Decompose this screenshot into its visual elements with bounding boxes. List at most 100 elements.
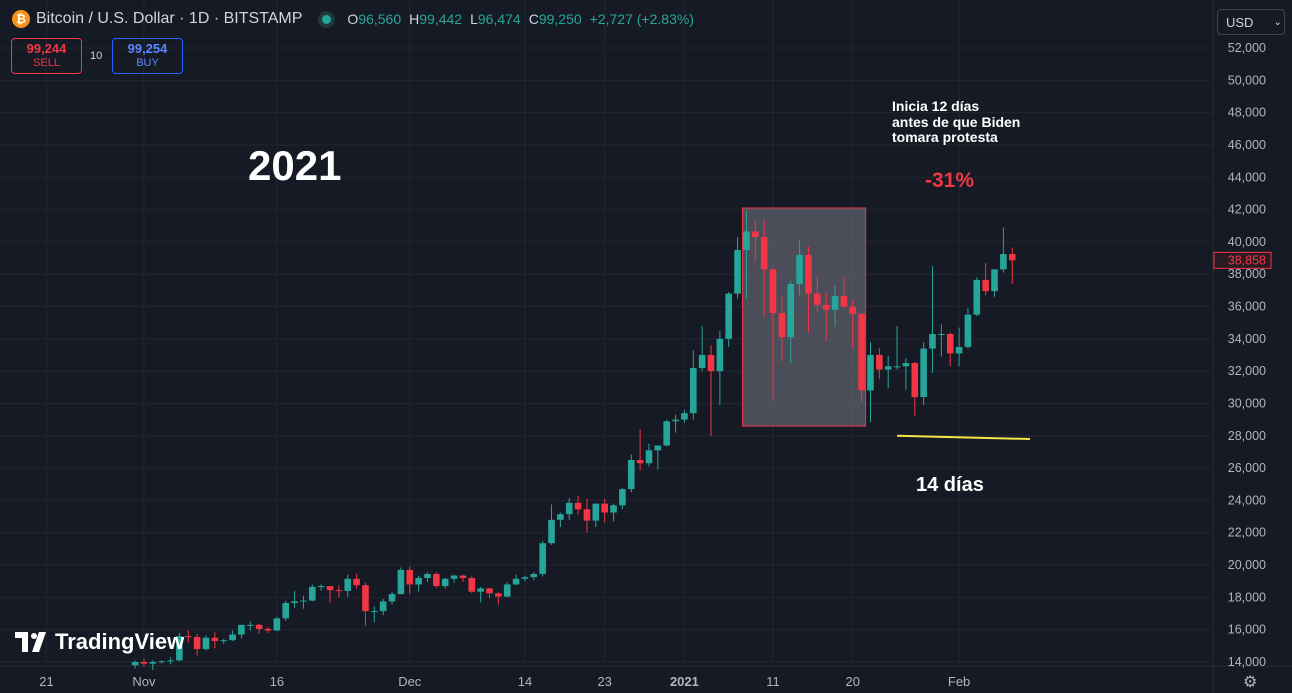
time-tick-label: 14	[518, 674, 532, 689]
candle	[158, 660, 165, 664]
candle-body	[273, 618, 281, 631]
candle	[796, 240, 803, 296]
price-tick-label: 40,000	[1228, 235, 1266, 249]
spread-value: 10	[90, 50, 103, 62]
time-tick-label: 11	[766, 674, 780, 689]
candle-body	[707, 355, 715, 372]
candle-body	[876, 355, 883, 370]
candle-body	[592, 503, 600, 521]
chart-header: ₿ Bitcoin / U.S. Dollar · 1D · BITSTAMP …	[12, 10, 694, 28]
candle	[752, 220, 759, 262]
candle-body	[229, 634, 236, 641]
candle-body	[415, 577, 422, 585]
price-tick-label: 22,000	[1228, 526, 1266, 540]
candle	[521, 575, 529, 582]
candle	[645, 443, 653, 467]
time-axis[interactable]: 21 Nov 16 Dec 14 23 2021 11 20 Feb	[39, 674, 970, 689]
candle-body	[441, 578, 449, 587]
candle-body	[335, 590, 343, 592]
candle-body	[760, 237, 768, 270]
candle-body	[814, 293, 821, 305]
candle-body	[291, 601, 298, 604]
bitcoin-icon: ₿	[12, 10, 30, 28]
candle-body	[512, 578, 520, 585]
sell-button[interactable]: 99,244 SELL	[11, 38, 82, 74]
candle	[309, 584, 316, 602]
candle-body	[654, 445, 662, 451]
price-tick-label: 26,000	[1228, 461, 1266, 475]
candle-body	[193, 636, 201, 650]
price-axis[interactable]: 14,000 16,000 18,000 20,000 22,000 24,000 26,0…	[1213, 41, 1272, 669]
symbol-title[interactable]: Bitcoin / U.S. Dollar · 1D · BITSTAMP	[36, 10, 303, 27]
candle	[167, 657, 174, 665]
candle-body	[388, 594, 396, 602]
candle	[929, 266, 936, 373]
candle-body	[184, 636, 192, 638]
candle	[433, 572, 440, 588]
price-tick-label: 20,000	[1228, 558, 1266, 572]
candle	[193, 633, 201, 656]
candle	[681, 409, 688, 423]
candle	[814, 275, 821, 313]
candle	[734, 237, 741, 299]
candle-body	[468, 577, 476, 592]
candle-body	[583, 509, 591, 521]
candle	[619, 488, 626, 510]
candlestick-series	[131, 210, 1016, 671]
candle	[689, 350, 697, 420]
candle-body	[131, 662, 139, 666]
candle-body	[716, 338, 724, 372]
candle-body	[627, 460, 635, 490]
time-tick-label: 20	[846, 674, 860, 689]
price-tick-label: 32,000	[1228, 364, 1266, 378]
candle	[557, 512, 564, 528]
price-tick-label: 36,000	[1228, 300, 1266, 314]
candle-body	[255, 624, 263, 629]
price-tick-label: 52,000	[1228, 41, 1266, 55]
candle-body	[849, 306, 857, 314]
note-line-2: antes de que Biden	[892, 114, 1020, 130]
candle-body	[867, 355, 874, 391]
buy-button[interactable]: 99,254 BUY	[112, 38, 183, 74]
candle	[362, 582, 369, 626]
candle	[176, 632, 183, 662]
price-tick-label: 50,000	[1228, 73, 1266, 87]
trendline	[897, 434, 1030, 441]
currency-select[interactable]: USD ⌄	[1217, 9, 1285, 35]
candle-body	[202, 637, 210, 650]
gear-icon[interactable]: ⚙	[1243, 674, 1258, 691]
candle	[211, 632, 219, 649]
candle	[149, 660, 157, 671]
candle	[379, 598, 387, 616]
candle-body	[893, 366, 901, 368]
candle-body	[902, 363, 910, 367]
candle-body	[884, 366, 892, 370]
candle	[893, 325, 901, 370]
price-tick-label: 24,000	[1228, 493, 1266, 507]
candle	[565, 497, 573, 520]
candle-body	[548, 519, 555, 544]
candle	[991, 269, 998, 297]
candle	[486, 587, 493, 599]
candle	[716, 330, 724, 406]
price-tick-label: 34,000	[1228, 332, 1266, 346]
candle	[1000, 227, 1007, 273]
candle-body	[601, 503, 608, 513]
candle	[450, 574, 458, 583]
candle-body	[211, 637, 219, 641]
candle	[202, 635, 210, 651]
tradingview-logo[interactable]: TradingView	[15, 629, 184, 655]
candle	[512, 574, 520, 586]
candle	[388, 591, 396, 605]
candle-body	[397, 569, 405, 595]
candle-body	[503, 584, 511, 597]
year-annotation: 2021	[248, 142, 341, 189]
candle-body	[663, 421, 670, 446]
candle	[468, 576, 476, 594]
candle	[822, 292, 830, 342]
price-tick-label: 48,000	[1228, 106, 1266, 120]
candle-body	[840, 296, 848, 307]
candle	[787, 280, 795, 364]
